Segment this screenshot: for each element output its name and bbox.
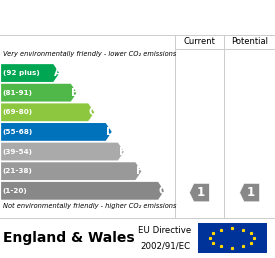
Polygon shape (189, 183, 209, 202)
Text: Potential: Potential (231, 37, 268, 46)
Text: Not environmentally friendly - higher CO₂ emissions: Not environmentally friendly - higher CO… (3, 203, 176, 209)
Text: G: G (158, 186, 167, 196)
Text: (1-20): (1-20) (3, 188, 28, 194)
Polygon shape (1, 162, 141, 180)
Text: Very environmentally friendly - lower CO₂ emissions: Very environmentally friendly - lower CO… (3, 50, 176, 57)
Text: (55-68): (55-68) (3, 129, 33, 135)
Polygon shape (1, 103, 94, 121)
Bar (198, 223, 267, 253)
Text: Current: Current (183, 37, 215, 46)
Text: D: D (106, 127, 114, 137)
Polygon shape (1, 182, 164, 200)
Text: 1: 1 (247, 186, 255, 199)
Text: C: C (89, 107, 96, 117)
Text: (39-54): (39-54) (3, 149, 33, 155)
Text: England & Wales: England & Wales (3, 231, 134, 245)
Text: F: F (136, 166, 143, 176)
Polygon shape (1, 123, 112, 141)
Text: (21-38): (21-38) (3, 168, 33, 174)
Text: E: E (119, 147, 126, 157)
Text: (69-80): (69-80) (3, 109, 33, 115)
Polygon shape (240, 183, 259, 202)
Polygon shape (1, 64, 59, 82)
Text: (81-91): (81-91) (3, 90, 33, 96)
Text: Environmental Impact (CO₂) Rating: Environmental Impact (CO₂) Rating (6, 11, 269, 24)
Text: EU Directive: EU Directive (138, 226, 192, 235)
Text: B: B (71, 88, 79, 98)
Polygon shape (1, 84, 77, 102)
Text: A: A (54, 68, 62, 78)
Text: 1: 1 (197, 186, 205, 199)
Text: 2002/91/EC: 2002/91/EC (140, 241, 190, 251)
Polygon shape (1, 143, 124, 160)
Text: (92 plus): (92 plus) (3, 70, 40, 76)
